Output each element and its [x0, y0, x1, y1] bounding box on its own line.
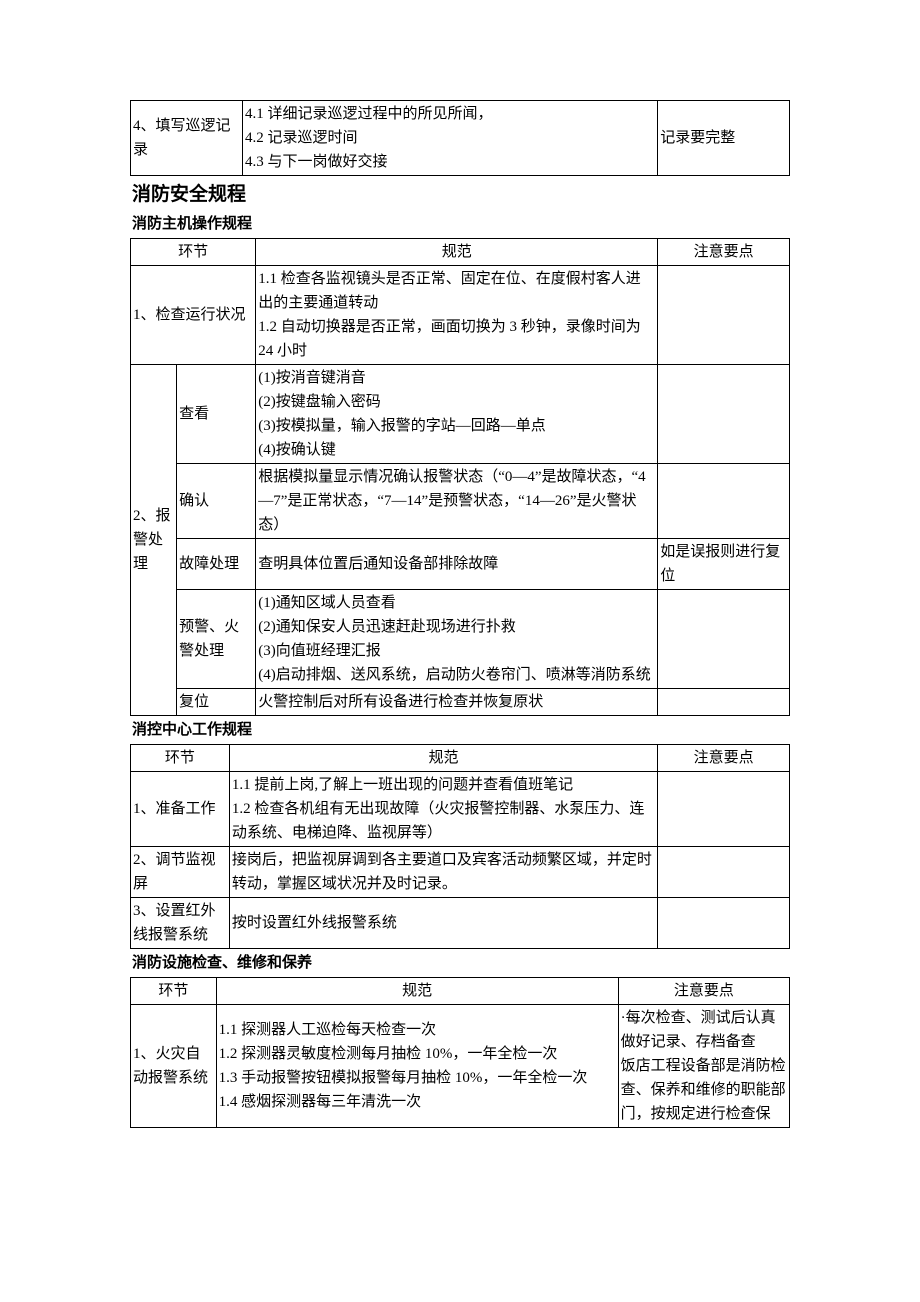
cell-step: 1、检查运行状况	[131, 266, 256, 365]
cell-step: 1、火灾自动报警系统	[131, 1005, 217, 1128]
sub-title-fire-facility-maint: 消防设施检查、维修和保养	[132, 951, 790, 975]
col-header-env: 环节	[131, 978, 217, 1005]
cell-spec: 根据模拟量显示情况确认报警状态（“0—4”是故障状态，“4—7”是正常状态，“7…	[256, 464, 658, 539]
table-row: 故障处理 查明具体位置后通知设备部排除故障 如是误报则进行复位	[131, 539, 790, 590]
cell-step: 2、调节监视屏	[131, 847, 230, 898]
cell-note	[658, 772, 790, 847]
cell-note	[658, 898, 790, 949]
cell-step: 4、填写巡逻记录	[131, 101, 243, 176]
col-header-spec: 规范	[256, 239, 658, 266]
cell-spec: 1.1 提前上岗,了解上一班出现的问题并查看值班笔记 1.2 检查各机组有无出现…	[229, 772, 657, 847]
col-header-env: 环节	[131, 745, 230, 772]
cell-substep: 复位	[177, 689, 256, 716]
cell-spec: 按时设置红外线报警系统	[229, 898, 657, 949]
table-row: 2、报警处理 查看 (1)按消音键消音 (2)按键盘输入密码 (3)按模拟量，输…	[131, 365, 790, 464]
cell-substep: 故障处理	[177, 539, 256, 590]
cell-note: 记录要完整	[658, 101, 790, 176]
cell-note	[658, 590, 790, 689]
cell-note	[658, 689, 790, 716]
cell-note	[658, 464, 790, 539]
cell-step: 3、设置红外线报警系统	[131, 898, 230, 949]
table-row: 1、检查运行状况 1.1 检查各监视镜头是否正常、固定在位、在度假村客人进出的主…	[131, 266, 790, 365]
patrol-record-table: 4、填写巡逻记录 4.1 详细记录巡逻过程中的所见所闻， 4.2 记录巡逻时间 …	[130, 100, 790, 176]
table-row: 4、填写巡逻记录 4.1 详细记录巡逻过程中的所见所闻， 4.2 记录巡逻时间 …	[131, 101, 790, 176]
col-header-note: 注意要点	[658, 239, 790, 266]
cell-note: ·每次检查、测试后认真做好记录、存档备查 饭店工程设备部是消防检查、保养和维修的…	[618, 1005, 789, 1128]
table-row: 1、准备工作 1.1 提前上岗,了解上一班出现的问题并查看值班笔记 1.2 检查…	[131, 772, 790, 847]
cell-spec: (1)通知区域人员查看 (2)通知保安人员迅速赶赴现场进行扑救 (3)向值班经理…	[256, 590, 658, 689]
cell-substep: 查看	[177, 365, 256, 464]
cell-substep: 确认	[177, 464, 256, 539]
sub-title-fire-host-ops: 消防主机操作规程	[132, 212, 790, 236]
col-header-note: 注意要点	[658, 745, 790, 772]
table-row: 2、调节监视屏 接岗后，把监视屏调到各主要道口及宾客活动频繁区域，并定时转动，掌…	[131, 847, 790, 898]
sub-title-fire-control-center: 消控中心工作规程	[132, 718, 790, 742]
table-row: 确认 根据模拟量显示情况确认报警状态（“0—4”是故障状态，“4—7”是正常状态…	[131, 464, 790, 539]
cell-spec: 1.1 检查各监视镜头是否正常、固定在位、在度假村客人进出的主要通道转动 1.2…	[256, 266, 658, 365]
cell-spec: 4.1 详细记录巡逻过程中的所见所闻， 4.2 记录巡逻时间 4.3 与下一岗做…	[243, 101, 658, 176]
cell-substep: 预警、火警处理	[177, 590, 256, 689]
col-header-env: 环节	[131, 239, 256, 266]
cell-step: 2、报警处理	[131, 365, 177, 716]
cell-step: 1、准备工作	[131, 772, 230, 847]
table-row: 1、火灾自动报警系统 1.1 探测器人工巡检每天检查一次 1.2 探测器灵敏度检…	[131, 1005, 790, 1128]
cell-note	[658, 847, 790, 898]
table-header-row: 环节 规范 注意要点	[131, 745, 790, 772]
cell-spec: 接岗后，把监视屏调到各主要道口及宾客活动频繁区域，并定时转动，掌握区域状况并及时…	[229, 847, 657, 898]
col-header-note: 注意要点	[618, 978, 789, 1005]
table-header-row: 环节 规范 注意要点	[131, 239, 790, 266]
table-row: 预警、火警处理 (1)通知区域人员查看 (2)通知保安人员迅速赶赴现场进行扑救 …	[131, 590, 790, 689]
cell-spec: 1.1 探测器人工巡检每天检查一次 1.2 探测器灵敏度检测每月抽检 10%，一…	[216, 1005, 618, 1128]
col-header-spec: 规范	[229, 745, 657, 772]
table-row: 复位 火警控制后对所有设备进行检查并恢复原状	[131, 689, 790, 716]
col-header-spec: 规范	[216, 978, 618, 1005]
cell-spec: 查明具体位置后通知设备部排除故障	[256, 539, 658, 590]
cell-spec: (1)按消音键消音 (2)按键盘输入密码 (3)按模拟量，输入报警的字站—回路—…	[256, 365, 658, 464]
fire-facility-maint-table: 环节 规范 注意要点 1、火灾自动报警系统 1.1 探测器人工巡检每天检查一次 …	[130, 977, 790, 1128]
table-header-row: 环节 规范 注意要点	[131, 978, 790, 1005]
section-title-fire-safety: 消防安全规程	[132, 180, 790, 210]
cell-note	[658, 365, 790, 464]
fire-control-center-table: 环节 规范 注意要点 1、准备工作 1.1 提前上岗,了解上一班出现的问题并查看…	[130, 744, 790, 949]
fire-host-ops-table: 环节 规范 注意要点 1、检查运行状况 1.1 检查各监视镜头是否正常、固定在位…	[130, 238, 790, 716]
table-row: 3、设置红外线报警系统 按时设置红外线报警系统	[131, 898, 790, 949]
cell-spec: 火警控制后对所有设备进行检查并恢复原状	[256, 689, 658, 716]
cell-note: 如是误报则进行复位	[658, 539, 790, 590]
cell-note	[658, 266, 790, 365]
